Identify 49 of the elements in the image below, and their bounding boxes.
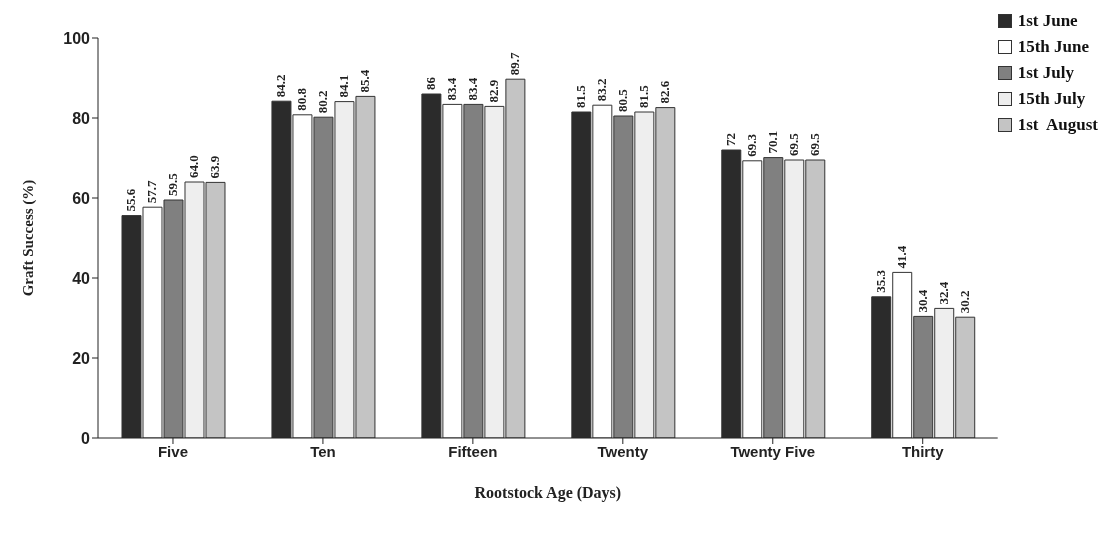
data-label: 63.9 xyxy=(207,155,223,179)
data-label: 82.9 xyxy=(486,79,502,103)
data-label: 30.4 xyxy=(915,289,931,313)
data-label: 83.4 xyxy=(444,77,460,101)
data-label: 55.6 xyxy=(123,188,139,212)
data-label: 89.7 xyxy=(507,51,523,76)
data-label: 84.1 xyxy=(336,74,352,98)
data-label: 30.2 xyxy=(957,290,973,314)
legend-label: 15th June xyxy=(1017,36,1090,58)
data-label: 41.4 xyxy=(894,245,910,269)
data-label: 59.5 xyxy=(165,172,181,196)
data-label: 83.2 xyxy=(594,78,610,102)
y-tick-label: 40 xyxy=(72,269,91,287)
x-tick-label: Thirty xyxy=(901,442,945,460)
y-axis-title: Graft Success (%) xyxy=(20,179,38,297)
data-label: 80.5 xyxy=(615,88,631,112)
data-label: 69.3 xyxy=(744,133,760,157)
data-label: 84.2 xyxy=(273,74,289,98)
legend-label: 15th July xyxy=(1017,88,1086,110)
x-tick-label: Ten xyxy=(310,442,336,460)
legend-label: 1st June xyxy=(1017,10,1078,32)
data-label: 81.5 xyxy=(636,84,652,108)
x-tick-label: Twenty Five xyxy=(730,442,816,460)
y-tick-label: 20 xyxy=(72,349,91,367)
legend-label: 1st August xyxy=(1017,114,1098,136)
x-axis-title: Rootstock Age (Days) xyxy=(474,484,622,502)
y-tick-label: 80 xyxy=(72,109,91,127)
data-label: 83.4 xyxy=(465,77,481,101)
data-label: 64.0 xyxy=(186,155,202,178)
data-label: 82.6 xyxy=(657,80,673,104)
data-label: 69.5 xyxy=(807,132,823,156)
data-label: 35.3 xyxy=(873,269,889,293)
x-tick-label: Twenty xyxy=(597,442,649,460)
x-tick-label: Fifteen xyxy=(448,442,498,460)
data-label: 80.2 xyxy=(315,90,331,114)
data-label: 32.4 xyxy=(936,281,952,305)
data-label: 70.1 xyxy=(765,130,781,154)
x-tick-label: Five xyxy=(157,442,188,460)
data-label: 57.7 xyxy=(144,179,160,204)
data-label: 81.5 xyxy=(573,84,589,108)
data-label: 86 xyxy=(423,76,439,90)
y-tick-label: 60 xyxy=(72,189,91,207)
data-label: 85.4 xyxy=(357,69,373,93)
legend-label: 1st July xyxy=(1017,62,1074,84)
data-label: 69.5 xyxy=(786,132,802,156)
y-tick-label: 0 xyxy=(81,429,91,447)
data-label: 72 xyxy=(723,133,739,146)
data-label: 80.8 xyxy=(294,87,310,111)
y-tick-label: 100 xyxy=(63,29,91,47)
